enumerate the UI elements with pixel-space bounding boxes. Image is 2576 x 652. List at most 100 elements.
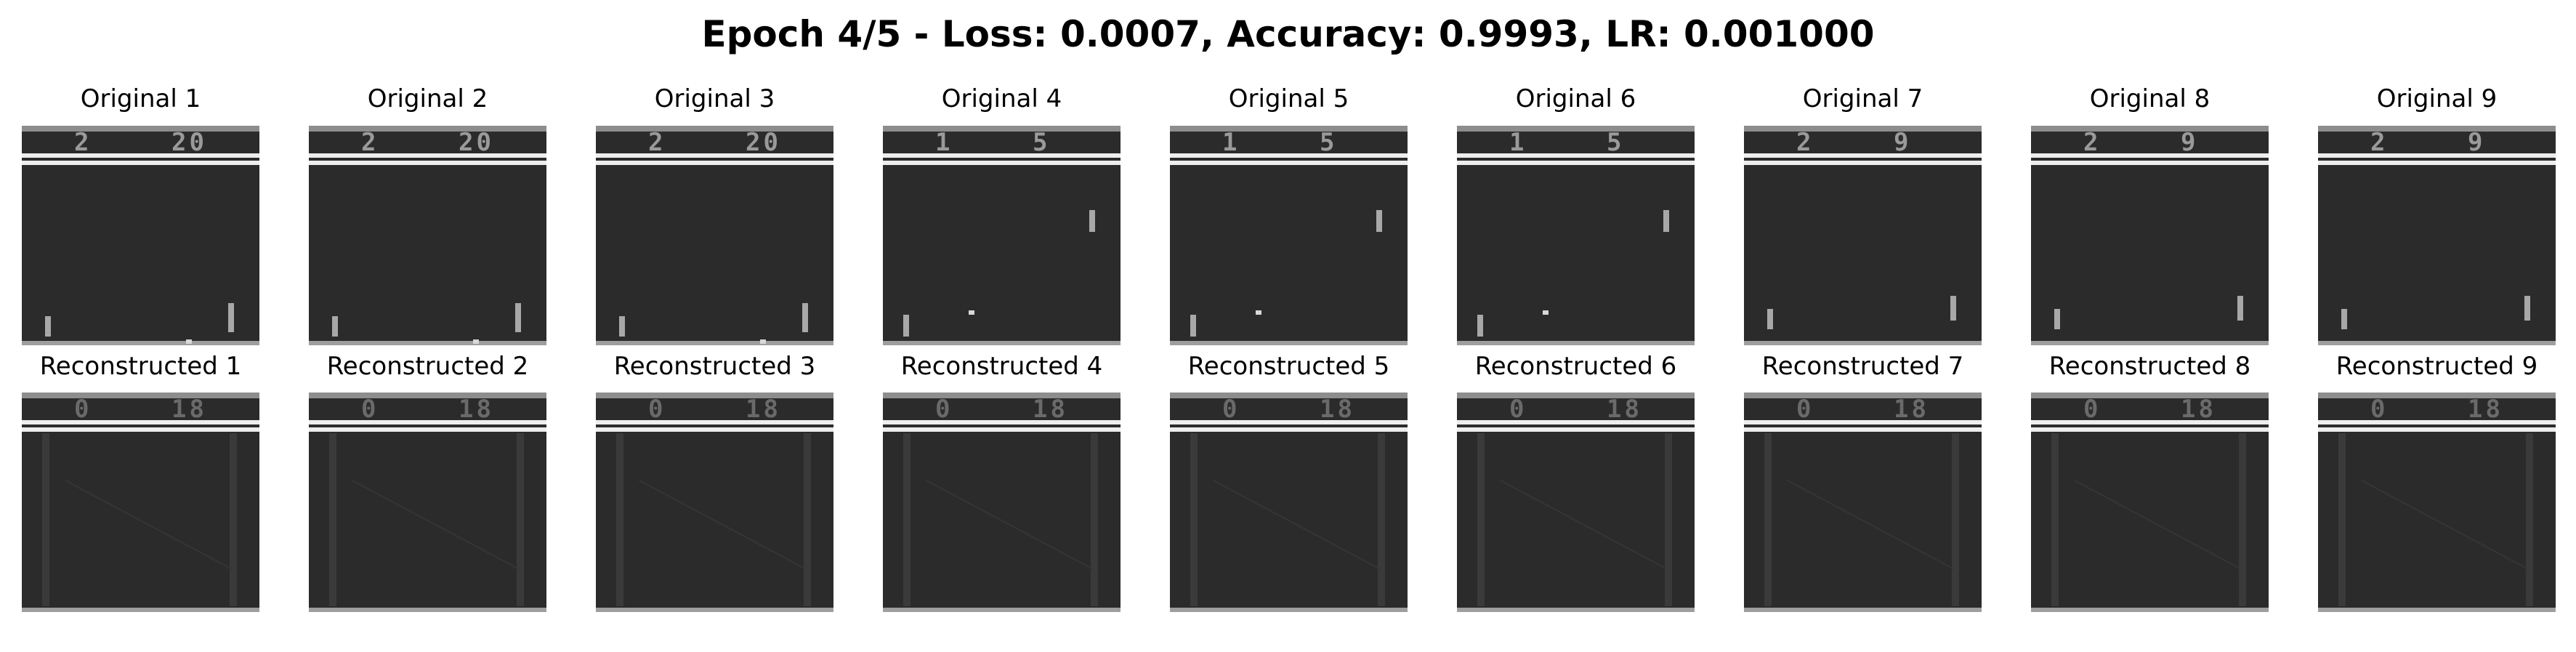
frame-top: [883, 126, 1121, 132]
frame-bar1: [2031, 420, 2269, 424]
paddle: [1190, 315, 1196, 337]
frame-bar2: [1744, 161, 1982, 165]
ball: [186, 339, 192, 344]
score-right: 18: [1320, 395, 1355, 424]
figure-title: Epoch 4/5 - Loss: 0.0007, Accuracy: 0.99…: [701, 13, 1875, 55]
frame-bar2: [1170, 427, 1408, 432]
score-left: 1: [1509, 128, 1527, 157]
frame-bot: [22, 608, 259, 612]
frame-bar1: [883, 153, 1121, 158]
score-left: 2: [74, 128, 92, 157]
frame-bar2: [2318, 427, 2556, 432]
paddle: [903, 315, 909, 337]
frame-bar2: [2031, 427, 2269, 432]
paddle: [1663, 210, 1669, 232]
faint-paddle-trace: [1378, 433, 1385, 606]
reconstructed-frame: 0 18: [2318, 393, 2556, 612]
faint-paddle-trace: [1091, 433, 1098, 606]
frame-top: [1744, 393, 1982, 398]
frame-top: [1170, 126, 1408, 132]
frame-bot: [2031, 341, 2269, 345]
reconstructed-frame: 0 18: [1457, 393, 1695, 612]
faint-paddle-trace: [1477, 433, 1485, 606]
frame-bot: [1744, 341, 1982, 345]
frame-bar1: [309, 153, 546, 158]
score-left: 0: [935, 395, 953, 424]
score-left: 0: [2083, 395, 2101, 424]
reconstructed-frame: 0 18: [883, 393, 1121, 612]
paddle: [45, 316, 51, 337]
paddle: [802, 303, 808, 332]
frame-bot: [2318, 341, 2556, 345]
paddle: [2054, 309, 2060, 329]
ball: [760, 339, 766, 344]
score-left: 0: [361, 395, 379, 424]
faint-ball-trace: [2361, 480, 2529, 570]
original-frame: 2 20: [22, 126, 259, 345]
frame-top: [2031, 393, 2269, 398]
ball: [1543, 310, 1549, 315]
faint-paddle-trace: [2526, 433, 2533, 606]
reconstructed-label: Reconstructed 9: [2335, 352, 2538, 381]
frame-bar1: [309, 420, 546, 424]
frame-bot: [309, 608, 546, 612]
frame-bar2: [309, 161, 546, 165]
paddle: [1477, 315, 1483, 337]
frame-bot: [2031, 608, 2269, 612]
score-right: 18: [2468, 395, 2503, 424]
paddle: [1089, 210, 1095, 232]
original-label: Original 1: [80, 84, 201, 113]
reconstructed-label: Reconstructed 1: [39, 352, 242, 381]
paddle: [619, 316, 625, 337]
score-left: 0: [74, 395, 92, 424]
faint-paddle-trace: [1190, 433, 1198, 606]
frame-bar1: [883, 420, 1121, 424]
faint-paddle-trace: [903, 433, 911, 606]
frame-bot: [1170, 341, 1408, 345]
score-right: 18: [171, 395, 207, 424]
score-right: 18: [2181, 395, 2216, 424]
original-label: Original 7: [1802, 84, 1923, 113]
score-left: 2: [1796, 128, 1814, 157]
paddle: [1376, 210, 1382, 232]
frame-bot: [309, 341, 546, 345]
frame-bar2: [1457, 427, 1695, 432]
score-right: 20: [459, 128, 494, 157]
frame-bar2: [2318, 161, 2556, 165]
reconstructed-frame: 0 18: [596, 393, 833, 612]
frame-bar1: [1457, 420, 1695, 424]
paddle: [2237, 296, 2243, 321]
faint-paddle-trace: [1952, 433, 1959, 606]
paddle: [228, 303, 234, 332]
faint-ball-trace: [1213, 480, 1381, 570]
frame-bar2: [1170, 161, 1408, 165]
faint-ball-trace: [1500, 480, 1668, 570]
reconstructed-frame: 0 18: [1744, 393, 1982, 612]
faint-ball-trace: [639, 480, 807, 570]
score-left: 2: [361, 128, 379, 157]
faint-ball-trace: [1787, 480, 1955, 570]
score-right: 9: [2468, 128, 2486, 157]
score-right: 5: [1320, 128, 1338, 157]
paddle: [515, 303, 521, 332]
frame-bot: [2318, 608, 2556, 612]
frame-top: [2318, 126, 2556, 132]
frame-bar2: [883, 427, 1121, 432]
reconstructed-frame: 0 18: [2031, 393, 2269, 612]
frame-bar1: [596, 153, 833, 158]
ball: [473, 339, 479, 344]
frame-top: [1170, 393, 1408, 398]
frame-bar2: [309, 427, 546, 432]
frame-top: [883, 393, 1121, 398]
frame-top: [2318, 393, 2556, 398]
faint-paddle-trace: [1665, 433, 1672, 606]
frame-bar2: [1744, 427, 1982, 432]
faint-paddle-trace: [2239, 433, 2246, 606]
score-left: 0: [1509, 395, 1527, 424]
frame-top: [22, 126, 259, 132]
reconstructed-label: Reconstructed 6: [1474, 352, 1677, 381]
